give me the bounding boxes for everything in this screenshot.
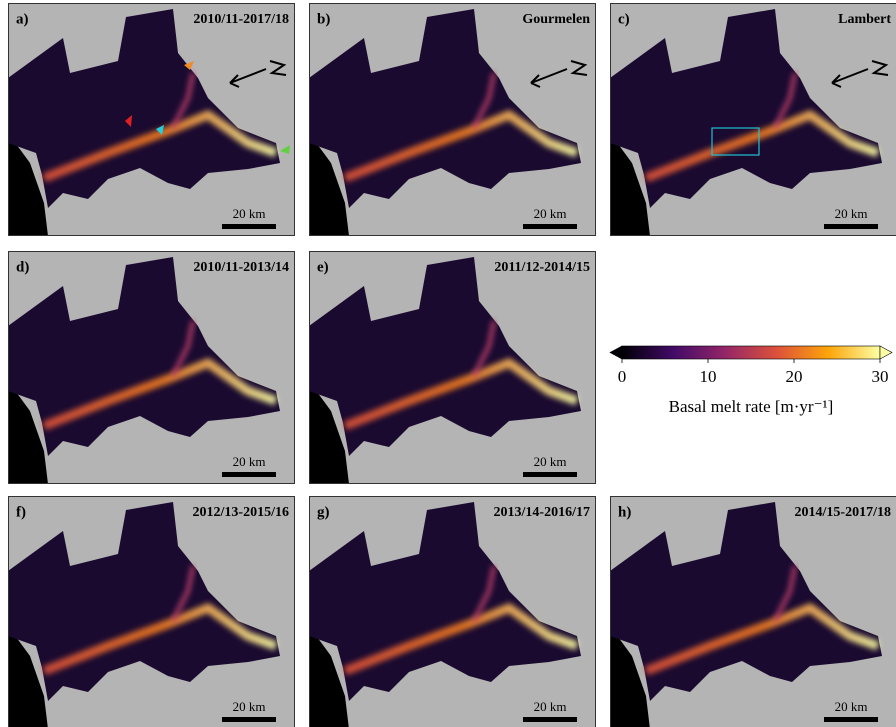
colorbar-tick-label: 20 <box>786 367 803 386</box>
scale-label: 20 km <box>534 699 567 714</box>
panel-title: 2012/13-2015/16 <box>193 505 289 520</box>
colorbar-gradient <box>621 345 881 360</box>
panel-frame <box>8 496 295 727</box>
study-box <box>711 127 760 156</box>
ice-shelf <box>610 502 882 701</box>
ice-shelf <box>8 257 280 456</box>
panel-letter: g) <box>317 504 330 520</box>
melt-streak <box>42 109 278 183</box>
map-panel: e) 2011/12-2014/15 20 km <box>309 251 596 484</box>
ocean <box>610 3 650 236</box>
marker-green <box>280 145 290 154</box>
panel-letter: b) <box>317 11 330 27</box>
map-panel: a) 2010/11-2017/18 20 km <box>8 3 295 236</box>
panel-letter: f) <box>16 504 26 520</box>
panel-title: 2014/15-2017/18 <box>795 505 891 520</box>
colorbar-tick-label: 0 <box>618 367 627 386</box>
scale-bar <box>222 224 276 229</box>
panel-frame <box>309 251 596 484</box>
scale-label: 20 km <box>534 454 567 469</box>
panel-frame <box>610 3 896 236</box>
map-panel: g) 2013/14-2016/17 20 km <box>309 496 596 727</box>
colorbar-tick-label: 30 <box>872 367 889 386</box>
scale-label: 20 km <box>233 454 266 469</box>
scale-label: 20 km <box>534 206 567 221</box>
map-panel: f) 2012/13-2015/16 20 km <box>8 496 295 727</box>
ocean <box>309 3 349 236</box>
melt-streak <box>343 602 579 676</box>
scale-bar <box>222 717 276 722</box>
melt-streak <box>644 109 880 183</box>
marker-red <box>125 115 132 127</box>
scale-bar <box>523 717 577 722</box>
ice-shelf <box>309 502 581 701</box>
melt-channel <box>472 320 496 377</box>
panel-frame <box>309 3 596 236</box>
marker-orange <box>184 61 194 70</box>
scale-bar <box>824 224 878 229</box>
scale-label: 20 km <box>233 699 266 714</box>
panel-frame <box>8 3 295 236</box>
colorbar-label: Basal melt rate [m·yr⁻¹] <box>669 397 834 416</box>
melt-streak <box>343 109 579 183</box>
melt-streak <box>343 357 579 431</box>
ocean <box>309 496 349 727</box>
map-panel: c) Lambert 20 km <box>610 3 896 236</box>
melt-channel <box>472 72 496 129</box>
melt-channel <box>773 72 797 129</box>
ocean <box>8 3 48 236</box>
scale-bar <box>523 472 577 477</box>
scale-bar <box>523 224 577 229</box>
colorbar-tick-label: 10 <box>700 367 717 386</box>
map-panel: b) Gourmelen 20 km <box>309 3 596 236</box>
melt-channel <box>472 565 496 622</box>
scale-label: 20 km <box>835 699 868 714</box>
panel-frame <box>610 496 896 727</box>
panel-letter: d) <box>16 259 29 275</box>
melt-streak <box>42 357 278 431</box>
scale-label: 20 km <box>835 206 868 221</box>
colorbar: 0 10 20 30 Basal melt rate [m·yr⁻¹] <box>609 345 893 416</box>
ice-shelf <box>8 502 280 701</box>
panel-letter: c) <box>618 11 630 27</box>
panel-title: 2011/12-2014/15 <box>494 260 590 275</box>
map-panel: d) 2010/11-2013/14 20 km <box>8 251 295 484</box>
scale-label: 20 km <box>233 206 266 221</box>
map-panel: h) 2014/15-2017/18 20 km <box>610 496 896 727</box>
panel-title: 2010/11-2013/14 <box>193 260 289 275</box>
panel-letter: h) <box>618 504 631 520</box>
colorbar-extend-low <box>609 345 623 360</box>
north-arrow <box>229 60 287 88</box>
panel-letter: a) <box>16 11 29 27</box>
panel-letter: e) <box>317 259 329 275</box>
ocean <box>610 496 650 727</box>
north-arrow <box>530 60 588 88</box>
panel-title: Gourmelen <box>522 12 590 27</box>
melt-streak <box>644 602 880 676</box>
ocean <box>309 251 349 484</box>
ice-shelf <box>8 9 280 208</box>
melt-channel <box>171 320 195 377</box>
ice-shelf <box>309 257 581 456</box>
ice-shelf <box>610 9 882 208</box>
north-arrow <box>831 60 889 88</box>
panel-title: Lambert <box>838 12 891 27</box>
ocean <box>8 496 48 727</box>
ice-shelf <box>309 9 581 208</box>
scale-bar <box>824 717 878 722</box>
panel-title: 2010/11-2017/18 <box>193 12 289 27</box>
marker-cyan <box>156 125 164 135</box>
panel-frame <box>8 251 295 484</box>
melt-channel <box>773 565 797 622</box>
panel-frame <box>309 496 596 727</box>
colorbar-extend-high <box>879 345 893 360</box>
panel-title: 2013/14-2016/17 <box>494 505 590 520</box>
melt-streak <box>42 602 278 676</box>
melt-channel <box>171 72 195 129</box>
scale-bar <box>222 472 276 477</box>
melt-channel <box>171 565 195 622</box>
ocean <box>8 251 48 484</box>
